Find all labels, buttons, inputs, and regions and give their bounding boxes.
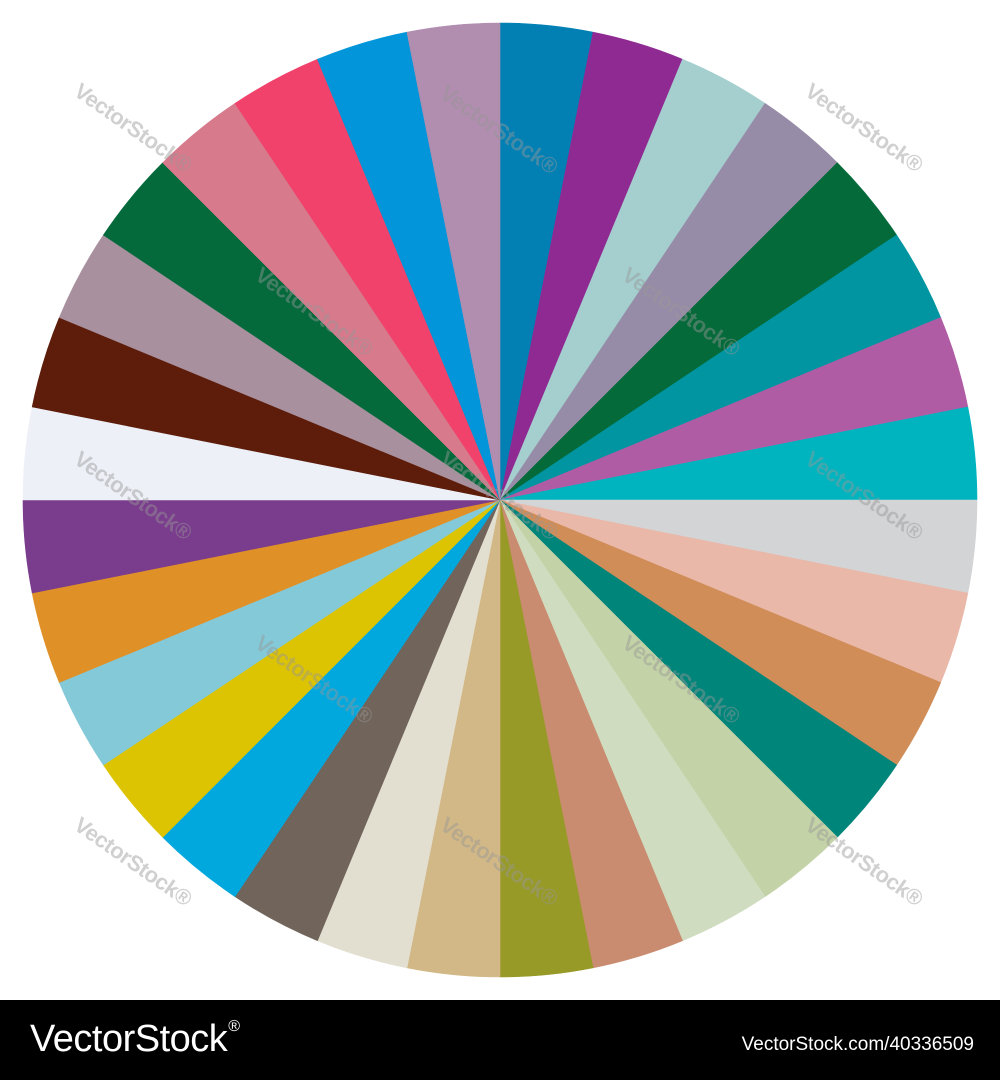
brand-logo: VectorStock® bbox=[30, 1018, 240, 1061]
pie-chart bbox=[22, 22, 978, 978]
registered-mark: ® bbox=[228, 1018, 240, 1035]
pie-slice bbox=[406, 22, 501, 501]
footer-bar: VectorStock® VectorStock.com/40336509 bbox=[0, 1000, 1000, 1080]
pie-chart-area: VectorStock® VectorStock® VectorStock® V… bbox=[22, 22, 978, 978]
image-credit: VectorStock.com/40336509 bbox=[741, 1034, 974, 1055]
brand-name: VectorStock bbox=[30, 1018, 228, 1060]
